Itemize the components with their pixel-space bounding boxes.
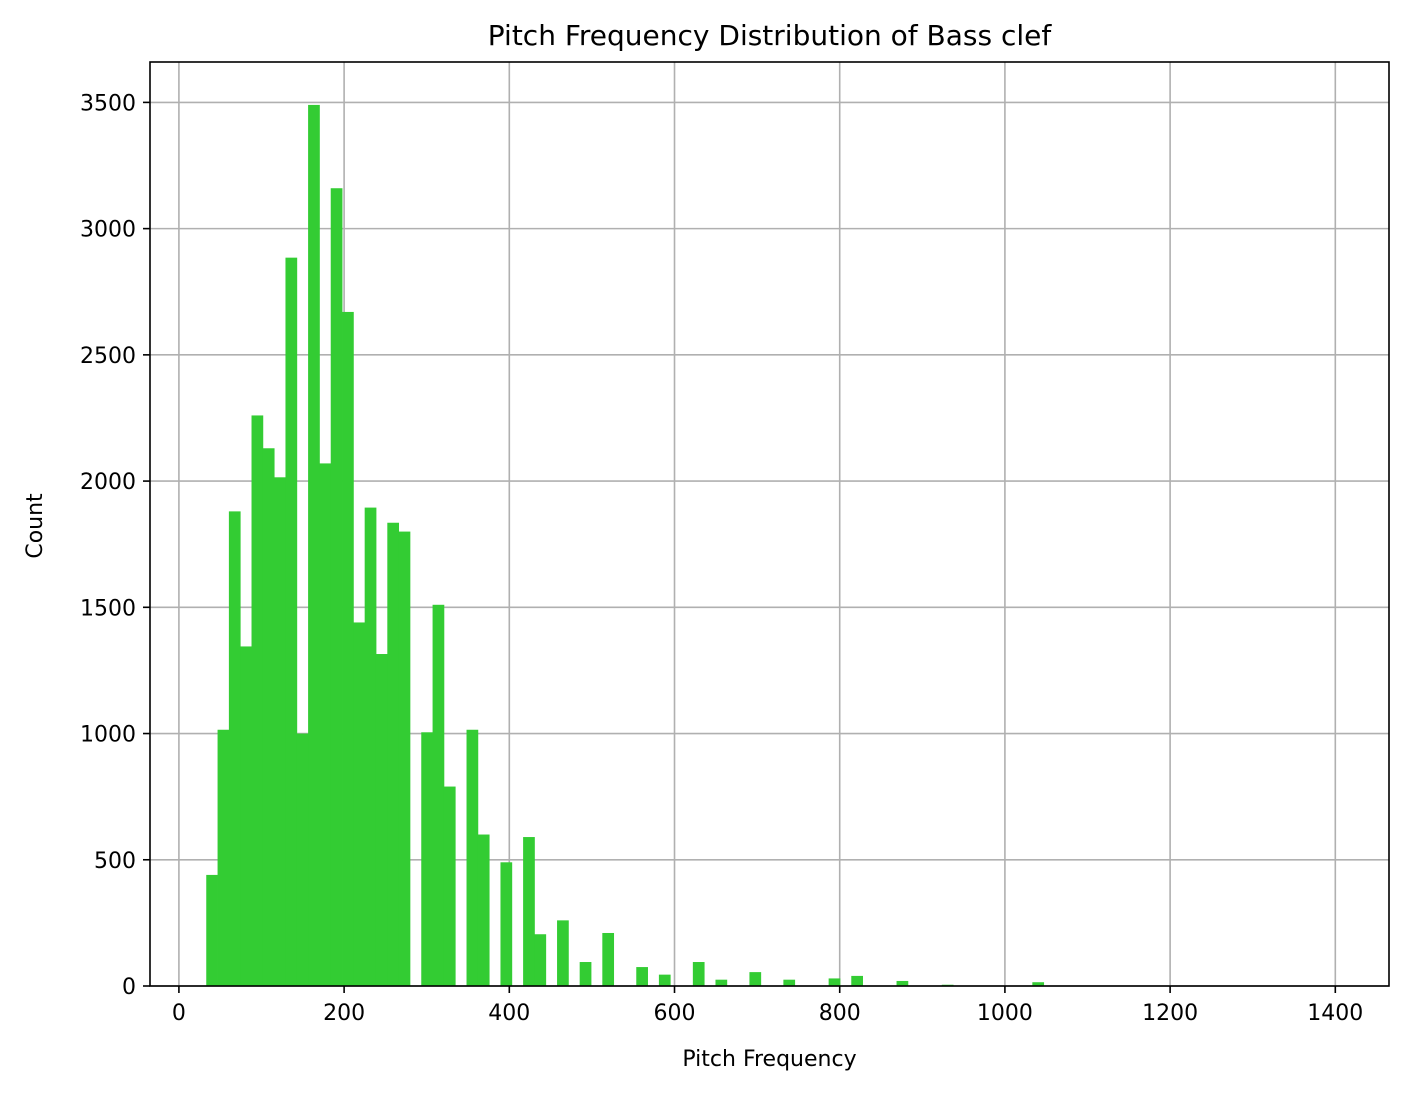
histogram-bar (217, 729, 230, 986)
histogram-bar (783, 979, 796, 986)
histogram-bar (534, 934, 547, 986)
histogram-bar (228, 511, 241, 986)
histogram-bar (330, 188, 343, 987)
y-tick-label: 2000 (80, 470, 136, 495)
histogram-bar (523, 837, 535, 986)
histogram-bar (749, 972, 762, 986)
histogram-bar (500, 862, 513, 986)
histogram-bar (296, 733, 309, 986)
histogram-bar (398, 531, 411, 986)
histogram-bar (206, 874, 218, 986)
histogram-bar (658, 974, 671, 986)
histogram-bar (477, 834, 490, 986)
y-tick-label: 500 (94, 849, 136, 874)
histogram-bar (421, 732, 433, 986)
y-tick-label: 1000 (80, 723, 136, 748)
histogram-bar (579, 962, 592, 986)
histogram-bar (602, 932, 615, 986)
histogram-bar (715, 979, 728, 986)
x-tick-label: 800 (819, 1001, 861, 1026)
y-axis-ticks: 0 500 1000 1500 2000 2500 3000 3500 (80, 91, 150, 1000)
x-tick-label: 600 (654, 1001, 696, 1026)
y-tick-label: 3500 (80, 91, 136, 116)
histogram-bar (364, 507, 377, 986)
y-tick-label: 3000 (80, 218, 136, 243)
histogram-bars (206, 104, 1045, 987)
y-tick-label: 0 (122, 975, 136, 1000)
histogram-bar (240, 646, 252, 986)
y-axis-label: Count (23, 493, 48, 559)
histogram-bar (896, 980, 909, 986)
histogram-bar (1032, 982, 1045, 986)
x-axis-label: Pitch Frequency (682, 1047, 856, 1072)
histogram-bar (274, 477, 286, 986)
histogram-bar (353, 622, 366, 986)
histogram-bar (251, 415, 264, 986)
histogram-bar (636, 967, 648, 986)
histogram-bar (342, 311, 354, 986)
y-tick-label: 1500 (80, 596, 136, 621)
histogram-bar (262, 448, 275, 986)
x-tick-label: 1400 (1307, 1001, 1363, 1026)
histogram-bar (375, 654, 388, 986)
histogram-bar (692, 962, 705, 986)
plot-frame (149, 61, 1390, 987)
histogram-bar (387, 522, 400, 986)
x-tick-label: 400 (488, 1001, 530, 1026)
histogram-bar (432, 604, 445, 986)
histogram-bar (557, 920, 569, 986)
histogram-bar (828, 978, 841, 986)
x-tick-label: 0 (172, 1001, 186, 1026)
x-tick-label: 1000 (977, 1001, 1033, 1026)
histogram-bar (466, 729, 479, 986)
histogram-bar (308, 104, 320, 986)
x-tick-label: 200 (323, 1001, 365, 1026)
histogram-bar (443, 786, 456, 986)
histogram-bar (319, 463, 332, 986)
histogram-bar (851, 975, 863, 986)
x-tick-label: 1200 (1142, 1001, 1198, 1026)
x-axis-ticks: 0 200 400 600 800 1000 1200 1400 (172, 986, 1363, 1026)
histogram-bar (285, 257, 298, 986)
y-tick-label: 2500 (80, 344, 136, 369)
chart-title: Pitch Frequency Distribution of Bass cle… (488, 19, 1053, 52)
